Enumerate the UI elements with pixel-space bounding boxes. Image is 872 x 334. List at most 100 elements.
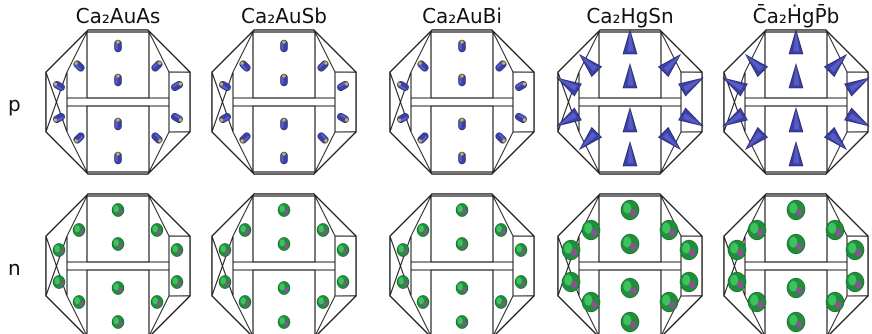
fermi-pocket [786, 199, 806, 221]
pocket-highlight [220, 277, 226, 285]
pocket-highlight [683, 78, 703, 92]
pocket-highlight [848, 113, 869, 126]
pocket-accent [79, 301, 84, 307]
pocket-highlight [789, 236, 798, 248]
pocket-highlight [793, 64, 800, 86]
pocket-body [239, 60, 251, 72]
left-hexagon-edge [211, 71, 234, 133]
fermi-pocket [458, 151, 466, 165]
pocket-accent [462, 287, 467, 293]
zone-edge [492, 195, 514, 237]
pocket-accent [403, 281, 408, 287]
pocket-highlight [399, 116, 408, 123]
pocket-accent [796, 209, 803, 217]
fermi-pocket [556, 77, 582, 97]
fermi-pocket [659, 219, 679, 241]
pocket-highlight [221, 116, 230, 123]
fermi-pocket [277, 203, 291, 217]
zone-edge [66, 195, 88, 237]
zone-edge [410, 131, 432, 173]
fermi-pocket [416, 295, 430, 309]
fermi-pocket [238, 295, 252, 309]
pocket-highlight [338, 81, 347, 88]
fermi-pocket [73, 60, 85, 72]
column-title-1: Ca₂AuAs [75, 4, 161, 28]
fermi-pocket [455, 281, 469, 295]
pocket-accent [116, 118, 120, 122]
pocket-accent [630, 321, 637, 329]
pocket-highlight [662, 294, 671, 306]
pocket-accent [282, 40, 286, 44]
fermi-pocket [515, 81, 527, 91]
pocket-highlight [789, 202, 798, 214]
fermi-pocket [280, 73, 288, 87]
pocket-highlight [113, 283, 119, 291]
pocket-accent [462, 243, 467, 249]
pocket-highlight [115, 75, 118, 84]
fermi-pocket [657, 53, 682, 78]
pocket-highlight [54, 245, 60, 253]
pocket-highlight [789, 280, 798, 292]
pocket-highlight [242, 135, 250, 143]
pocket-accent [116, 40, 120, 44]
zone-edge [410, 295, 431, 334]
fermi-pocket [280, 39, 288, 53]
pocket-accent [397, 118, 402, 122]
pocket-highlight [398, 277, 404, 285]
fermi-pocket [455, 315, 469, 329]
fermi-pocket [788, 140, 804, 167]
pocket-body [317, 60, 329, 72]
fermi-pocket [620, 311, 640, 333]
pocket-accent [591, 301, 598, 309]
pocket-accent [796, 321, 803, 329]
pocket-body [495, 132, 507, 144]
pocket-highlight [745, 131, 763, 150]
pocket-body [239, 132, 251, 144]
pocket-accent [522, 82, 527, 86]
lower-square-face [764, 269, 828, 334]
pocket-highlight [623, 280, 632, 292]
fermi-pocket [277, 237, 291, 251]
zone-edge [410, 31, 432, 73]
pocket-highlight [579, 54, 598, 72]
fermi-pocket [150, 223, 164, 237]
fermi-pocket [722, 107, 748, 127]
pocket-highlight [730, 274, 739, 286]
right-hexagon-edge [680, 71, 703, 133]
row-label-p: p [8, 92, 21, 116]
fermi-pocket [416, 223, 430, 237]
zone-edge [826, 31, 848, 73]
pocket-highlight [154, 133, 162, 141]
pocket-highlight [152, 225, 158, 233]
pocket-accent [630, 209, 637, 217]
pocket-highlight [789, 314, 798, 326]
zone-n-3 [389, 193, 535, 334]
fermi-pocket [581, 219, 601, 241]
pocket-highlight [496, 61, 504, 69]
fermi-pocket [727, 239, 747, 261]
pocket-accent [324, 139, 328, 143]
pocket-accent [225, 281, 230, 287]
fermi-pocket [458, 73, 466, 87]
fermi-pocket [622, 62, 638, 89]
zone-n-2 [211, 193, 357, 334]
pocket-accent [796, 287, 803, 295]
pocket-highlight [279, 205, 285, 213]
fermi-pocket [317, 132, 329, 144]
pocket-highlight [457, 317, 463, 325]
pocket-highlight [627, 30, 634, 52]
lower-square-face [252, 269, 316, 334]
pocket-highlight [496, 225, 502, 233]
pocket-accent [522, 118, 527, 122]
fermi-pocket [111, 237, 125, 251]
fermi-pocket [280, 151, 288, 165]
zone-edge [744, 131, 766, 173]
left-hexagon-edge [389, 235, 412, 297]
fermi-pocket [53, 81, 65, 91]
fermi-pocket [417, 132, 429, 144]
pocket-accent [460, 152, 464, 156]
fermi-pocket [620, 199, 640, 221]
pocket-highlight [152, 297, 158, 305]
pocket-highlight [557, 112, 577, 126]
pocket-accent [118, 243, 123, 249]
